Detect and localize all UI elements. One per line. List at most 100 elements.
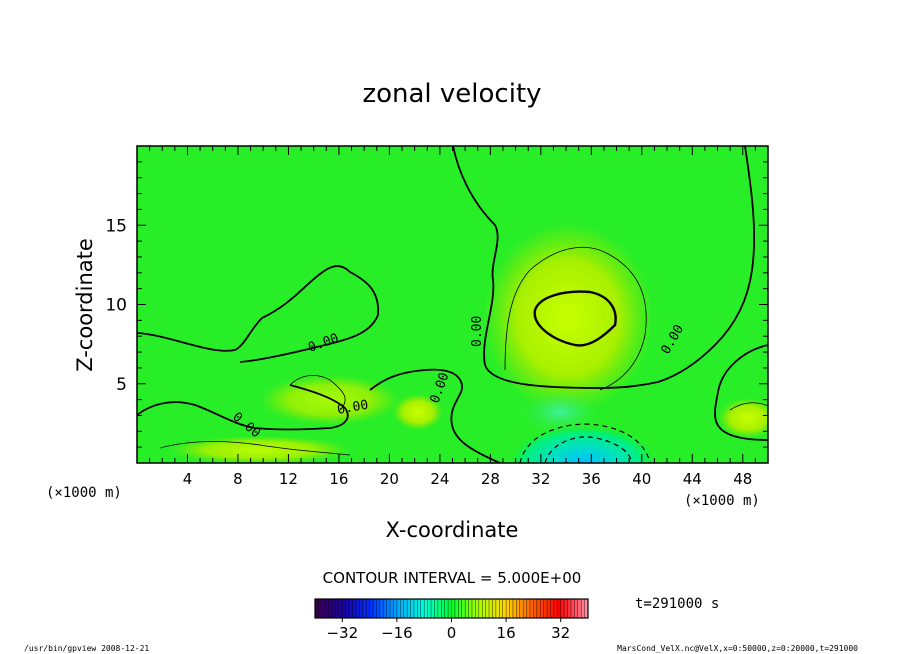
colorbar-cell	[540, 599, 544, 618]
colorbar-cell	[499, 599, 503, 618]
contour-zero-right	[714, 344, 768, 441]
colorbar-cell	[338, 599, 343, 618]
x-tick-label: 20	[380, 470, 399, 488]
colorbar-cell	[413, 599, 418, 618]
colorbar-cell	[318, 599, 323, 618]
colorbar-cell	[345, 599, 350, 618]
colorbar-cell	[550, 599, 555, 618]
colorbar-cell	[547, 599, 551, 618]
contour-zero-center	[452, 146, 756, 389]
colorbar-cell	[564, 599, 568, 618]
contour-thin-warm	[504, 247, 647, 391]
y-axis-title: Z-coordinate	[73, 238, 97, 372]
colorbar-cell	[523, 599, 527, 618]
colorbar-cell	[417, 599, 422, 618]
x-tick-label: 44	[683, 470, 702, 488]
x-tick-label: 16	[329, 470, 348, 488]
colorbar-cell	[359, 599, 364, 618]
contour-thin-bottom	[159, 441, 351, 456]
x-axis-title: X-coordinate	[386, 518, 519, 542]
colorbar-cell	[427, 599, 432, 618]
colorbar-cell	[448, 599, 452, 618]
colorbar-tick-label: −32	[326, 624, 358, 642]
colorbar-cell	[584, 599, 589, 618]
contour-label: 0.00	[470, 316, 485, 347]
contour-five-core	[533, 290, 617, 347]
y-axis-ticks: 5 10 15	[105, 161, 768, 448]
colorbar-cell	[512, 599, 517, 618]
colorbar-cell	[495, 599, 500, 618]
footer-right: MarsCond_VelX.nc@VelX,x=0:50000,z=0:2000…	[617, 644, 858, 653]
y-tick-label: 5	[116, 375, 127, 395]
colorbar-cell	[437, 599, 442, 618]
cold-core	[511, 426, 655, 463]
y-tick-label: 15	[105, 216, 127, 236]
contour-zero-left	[137, 265, 379, 363]
colorbar-cell	[315, 599, 319, 618]
x-tick-label: 4	[183, 470, 193, 488]
x-unit-right: (×1000 m)	[684, 493, 760, 509]
colorbar-cell	[376, 599, 381, 618]
colorbar-cell	[431, 599, 435, 618]
colorbar-cell	[482, 599, 486, 618]
contour-thin-low	[289, 375, 346, 411]
colorbar-cell	[570, 599, 575, 618]
x-tick-label: 8	[233, 470, 243, 488]
colorbar-cell	[366, 599, 370, 618]
colorbar-cell	[557, 599, 561, 618]
colorbar-cell	[396, 599, 401, 618]
colorbar-cell	[536, 599, 541, 618]
x-tick-label: 24	[430, 470, 449, 488]
colorbar-cell	[519, 599, 524, 618]
colorbar-cell	[502, 599, 507, 618]
colorbar-cell	[454, 599, 459, 618]
colorbar-cell	[553, 599, 558, 618]
colorbar-cell	[321, 599, 326, 618]
colorbar-cell	[379, 599, 384, 618]
colorbar-cell	[465, 599, 469, 618]
x-tick-label: 48	[733, 470, 752, 488]
x-tick-label: 36	[582, 470, 601, 488]
colorbar-cell	[543, 599, 548, 618]
colorbar-cell	[461, 599, 466, 618]
colorbar-cell	[373, 599, 377, 618]
contour-interval: CONTOUR INTERVAL = 5.000E+00	[323, 569, 582, 587]
time-label: t=291000 s	[635, 596, 719, 612]
colorbar-cell	[509, 599, 514, 618]
colorbar-tick-label: 32	[551, 624, 570, 642]
warm-patch-right	[718, 398, 768, 438]
heatmap-field	[137, 146, 768, 463]
x-tick-label: 28	[481, 470, 500, 488]
warm-band-bottom	[170, 436, 350, 463]
footer-left: /usr/bin/gpview 2008-12-21	[24, 644, 149, 653]
colorbar	[314, 599, 589, 618]
colorbar-cell	[352, 599, 357, 618]
colorbar-cell	[390, 599, 394, 618]
colorbar-cell	[478, 599, 483, 618]
colorbar-cell	[355, 599, 360, 618]
colorbar-cell	[328, 599, 333, 618]
colorbar-cell	[342, 599, 347, 618]
y-tick-label: 10	[105, 296, 127, 316]
colorbar-cell	[393, 599, 398, 618]
colorbar-cell	[506, 599, 510, 618]
field-background	[137, 146, 768, 463]
colorbar-ticks: −32 −16 0 16 32	[326, 618, 570, 642]
colorbar-cell	[362, 599, 367, 618]
colorbar-cell	[485, 599, 490, 618]
colorbar-tick-label: 0	[447, 624, 457, 642]
x-axis-ticks: 4 8 12 16 20 24 28 32 36 40 44 48	[149, 146, 756, 488]
colorbar-cell	[420, 599, 425, 618]
colorbar-cell	[489, 599, 493, 618]
x-tick-label: 12	[279, 470, 298, 488]
colorbar-tick-label: 16	[497, 624, 516, 642]
colorbar-cell	[383, 599, 387, 618]
colorbar-cell	[492, 599, 497, 618]
colorbar-cell	[451, 599, 456, 618]
colorbar-cell	[533, 599, 538, 618]
colorbar-cell	[325, 599, 329, 618]
colorbar-cell	[410, 599, 415, 618]
colorbar-cell	[424, 599, 428, 618]
colorbar-cell	[560, 599, 565, 618]
